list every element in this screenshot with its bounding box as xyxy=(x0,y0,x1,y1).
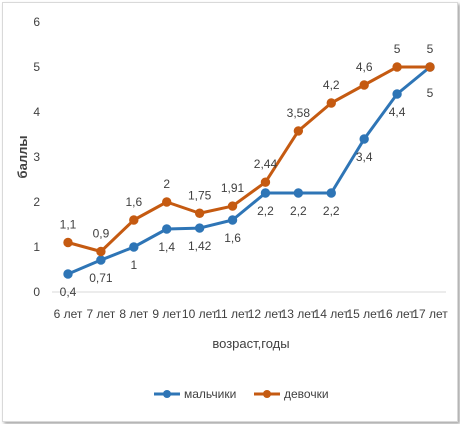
x-tick-label: 8 лет xyxy=(119,307,148,321)
x-tick-label: 11 лет xyxy=(215,307,250,321)
data-point xyxy=(359,134,369,144)
series-line xyxy=(66,65,432,253)
data-label: 0,4 xyxy=(60,285,77,299)
data-point xyxy=(392,89,402,99)
data-label: 4,6 xyxy=(356,60,373,74)
y-tick-label: 2 xyxy=(33,195,40,209)
data-point xyxy=(162,197,172,207)
x-tick-label: 13 лет xyxy=(281,307,317,321)
data-point xyxy=(129,215,139,225)
legend-label: девочки xyxy=(284,387,329,401)
data-point xyxy=(96,255,106,265)
data-label: 1,1 xyxy=(60,218,77,232)
data-label: 1,75 xyxy=(188,188,212,202)
legend-label: мальчики xyxy=(184,387,236,401)
data-point xyxy=(194,208,205,218)
x-tick-label: 14 лет xyxy=(314,307,350,321)
data-point xyxy=(96,246,106,257)
data-point xyxy=(260,177,271,187)
data-label: 2,44 xyxy=(254,157,278,171)
data-label: 0,9 xyxy=(93,227,110,241)
x-tick-label: 10 лет xyxy=(182,307,218,321)
y-tick-label: 4 xyxy=(33,105,40,119)
data-label: 3,58 xyxy=(287,106,311,120)
data-point xyxy=(293,126,304,136)
data-label: 1,91 xyxy=(221,181,245,195)
data-point xyxy=(359,80,369,90)
data-point xyxy=(392,62,402,72)
x-tick-label: 16 лет xyxy=(379,307,415,321)
data-point xyxy=(227,201,238,211)
x-tick-label: 9 лет xyxy=(152,307,181,321)
data-label: 1,6 xyxy=(125,195,142,209)
data-label: 1 xyxy=(130,258,137,272)
data-label: 1,6 xyxy=(224,231,241,245)
y-tick-label: 3 xyxy=(33,150,40,164)
y-tick-label: 5 xyxy=(33,60,40,74)
legend-marker xyxy=(163,390,171,398)
data-label: 1,4 xyxy=(158,240,175,254)
data-point xyxy=(260,188,271,198)
data-label: 5 xyxy=(427,42,434,56)
data-label: 2,2 xyxy=(290,204,307,218)
y-tick-label: 1 xyxy=(33,240,40,254)
x-axis-label: возраст,годы xyxy=(212,336,289,351)
y-axis-ticks: 0 1 2 3 4 5 6 xyxy=(33,15,40,299)
data-label: 5 xyxy=(394,42,401,56)
x-tick-label: 17 лет xyxy=(412,307,448,321)
data-label: 0,71 xyxy=(89,271,113,285)
y-axis-label: баллы xyxy=(15,136,30,179)
data-label: 4,4 xyxy=(389,105,406,119)
data-label: 3,4 xyxy=(356,150,373,164)
y-tick-label: 0 xyxy=(33,285,40,299)
legend: мальчики девочки xyxy=(154,387,329,401)
data-point xyxy=(162,224,172,234)
data-label: 4,2 xyxy=(323,78,340,92)
data-labels: 0,4 0,71 1 1,4 1,42 1,6 2,2 2,2 2,2 3,4 4,4 5 1,1 0,9… xyxy=(60,42,434,299)
data-point xyxy=(326,98,336,108)
series-lines xyxy=(66,65,432,276)
legend-marker xyxy=(263,390,271,398)
data-point xyxy=(63,269,73,279)
data-label: 2,2 xyxy=(323,204,340,218)
data-label: 5 xyxy=(427,86,434,100)
data-point xyxy=(425,62,435,72)
data-label: 1,42 xyxy=(188,239,212,253)
data-point xyxy=(293,188,304,198)
data-label: 2 xyxy=(163,177,170,191)
x-tick-label: 12 лет xyxy=(248,307,284,321)
x-tick-label: 15 лет xyxy=(346,307,382,321)
y-tick-label: 6 xyxy=(33,15,40,29)
data-point xyxy=(129,242,139,252)
series-line xyxy=(66,65,432,276)
data-point xyxy=(63,237,73,248)
data-point xyxy=(227,215,238,225)
x-tick-label: 6 лет xyxy=(54,307,83,321)
data-point xyxy=(326,188,336,198)
data-point xyxy=(194,223,205,233)
x-tick-label: 7 лет xyxy=(87,307,116,321)
series-points xyxy=(63,62,435,279)
data-label: 2,2 xyxy=(257,204,274,218)
